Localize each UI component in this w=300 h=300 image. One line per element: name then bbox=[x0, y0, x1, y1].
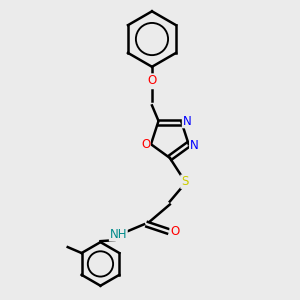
Text: O: O bbox=[141, 138, 150, 151]
Text: N: N bbox=[182, 115, 191, 128]
Text: NH: NH bbox=[110, 228, 127, 241]
Text: S: S bbox=[181, 175, 188, 188]
Text: O: O bbox=[147, 74, 157, 87]
Text: O: O bbox=[170, 225, 179, 238]
Text: N: N bbox=[190, 139, 199, 152]
